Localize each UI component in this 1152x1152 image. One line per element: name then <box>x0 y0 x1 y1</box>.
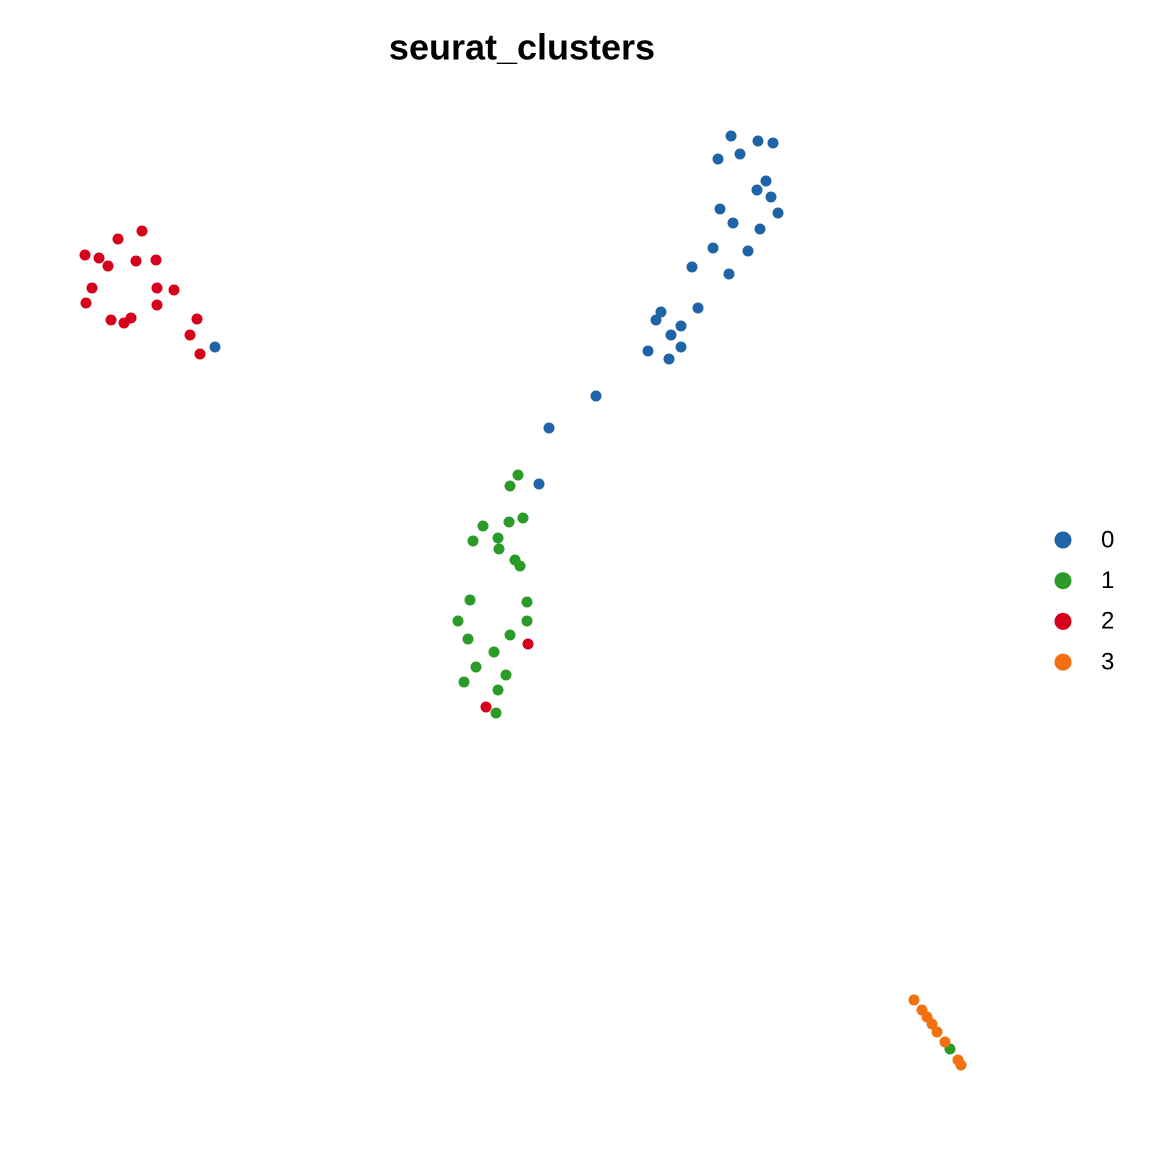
point <box>533 478 545 490</box>
point <box>712 153 724 165</box>
point <box>522 638 534 650</box>
point <box>665 329 677 341</box>
point <box>714 203 726 215</box>
point <box>725 130 737 142</box>
point <box>490 707 502 719</box>
point <box>105 314 117 326</box>
point <box>464 594 476 606</box>
legend-marker <box>1054 653 1072 671</box>
point <box>112 233 124 245</box>
point <box>477 520 489 532</box>
point <box>734 148 746 160</box>
point <box>707 242 719 254</box>
point <box>521 596 533 608</box>
point <box>521 615 533 627</box>
point <box>503 516 515 528</box>
point <box>908 994 920 1006</box>
point <box>462 633 474 645</box>
point <box>168 284 180 296</box>
point <box>492 532 504 544</box>
legend-label: 0 <box>1101 526 1114 553</box>
point <box>939 1036 951 1048</box>
point <box>102 260 114 272</box>
point <box>191 313 203 325</box>
point <box>686 261 698 273</box>
point <box>492 684 504 696</box>
point <box>504 629 516 641</box>
legend-marker <box>1054 612 1072 630</box>
legend-label: 3 <box>1101 648 1114 675</box>
point <box>458 676 470 688</box>
chart-title: seurat_clusters <box>389 27 655 68</box>
point <box>742 245 754 257</box>
point <box>675 341 687 353</box>
point <box>467 535 479 547</box>
legend-label: 2 <box>1101 608 1114 635</box>
point <box>650 314 662 326</box>
point <box>543 422 555 434</box>
point <box>512 469 524 481</box>
point <box>517 512 529 524</box>
point <box>926 1018 938 1030</box>
legend-label: 1 <box>1101 567 1114 594</box>
point <box>488 646 500 658</box>
point <box>150 254 162 266</box>
point <box>500 669 512 681</box>
point <box>754 223 766 235</box>
point <box>151 282 163 294</box>
point <box>151 299 163 311</box>
point <box>931 1026 943 1038</box>
legend-marker <box>1054 531 1072 549</box>
point <box>767 137 779 149</box>
point <box>136 225 148 237</box>
point <box>93 252 105 264</box>
point <box>493 543 505 555</box>
point <box>772 207 784 219</box>
point <box>504 480 516 492</box>
point <box>723 268 735 280</box>
point <box>655 306 667 318</box>
point <box>79 249 91 261</box>
point <box>955 1059 967 1071</box>
point <box>590 390 602 402</box>
point <box>209 341 221 353</box>
point <box>727 217 739 229</box>
point <box>480 701 492 713</box>
point <box>752 135 764 147</box>
point <box>675 320 687 332</box>
point <box>692 302 704 314</box>
point <box>642 345 654 357</box>
point <box>470 661 482 673</box>
point <box>760 175 772 187</box>
point <box>118 317 130 329</box>
legend-marker <box>1054 572 1072 590</box>
point <box>514 560 526 572</box>
point <box>663 353 675 365</box>
point <box>86 282 98 294</box>
point <box>194 348 206 360</box>
point <box>184 329 196 341</box>
point <box>765 191 777 203</box>
point <box>751 184 763 196</box>
point <box>452 615 464 627</box>
point <box>130 255 142 267</box>
point <box>80 297 92 309</box>
